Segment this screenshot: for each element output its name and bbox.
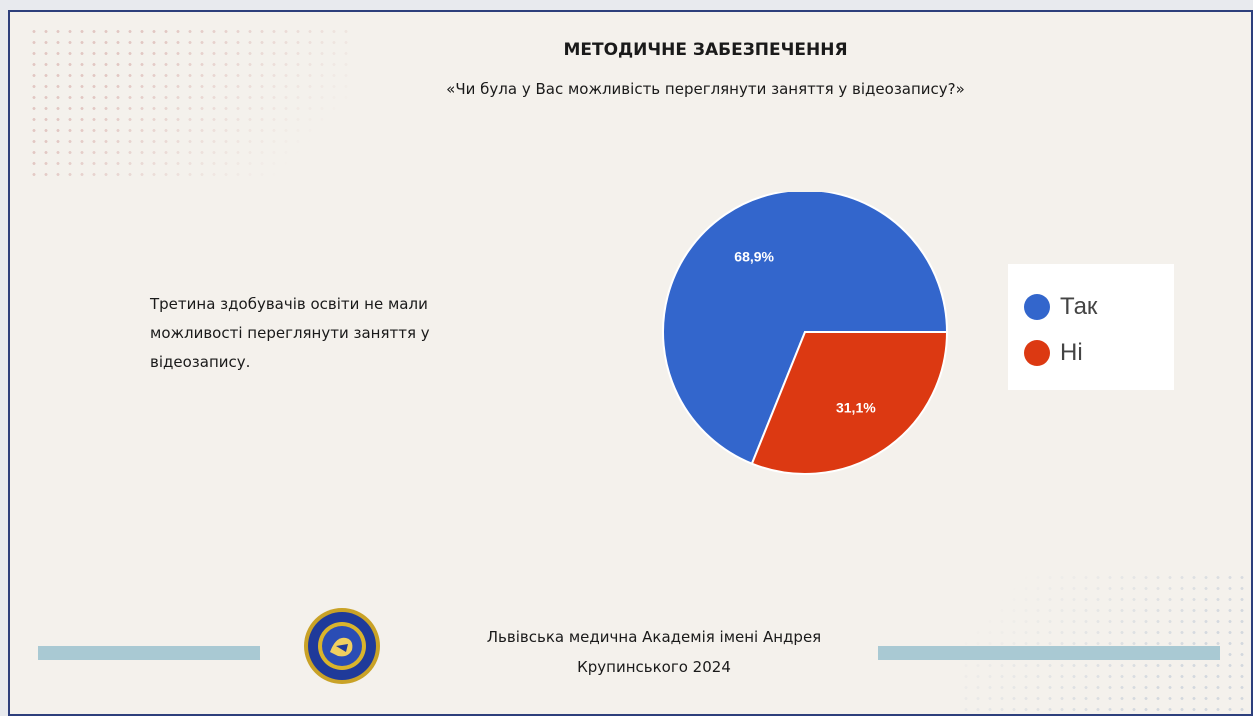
footer-line-1: Львівська медична Академія імені Андрея xyxy=(486,628,822,646)
slide-subtitle: «Чи була у Вас можливість переглянути за… xyxy=(446,80,965,98)
slide-title: МЕТОДИЧНЕ ЗАБЕЗПЕЧЕННЯ xyxy=(563,40,848,60)
pie-chart: 68,9% 31,1% xyxy=(662,192,949,475)
legend-item-ni: Ні xyxy=(1024,338,1083,368)
footer-line-2: Крупинського 2024 xyxy=(577,658,731,676)
footer-institution: Львівська медична Академія імені Андрея … xyxy=(414,622,894,682)
slide: МЕТОДИЧНЕ ЗАБЕЗПЕЧЕННЯ «Чи була у Вас мо… xyxy=(8,10,1253,716)
decorative-dots-bottom-right xyxy=(960,572,1251,714)
legend-label-ni: Ні xyxy=(1060,339,1083,366)
pie-label-tak: 68,9% xyxy=(734,249,774,265)
pie-slice-ni xyxy=(750,331,949,475)
legend-label-tak: Так xyxy=(1060,293,1098,320)
legend-marker-ni xyxy=(1024,340,1050,366)
decorative-dots-top-left xyxy=(28,26,348,176)
academy-seal-icon xyxy=(304,608,380,684)
legend-item-tak: Так xyxy=(1024,292,1097,322)
pie-label-ni: 31,1% xyxy=(836,399,876,415)
description-text: Третина здобувачів освіти не мали можлив… xyxy=(150,295,430,371)
pie-slice-tak xyxy=(662,192,949,466)
chart-legend: Так Ні xyxy=(1008,264,1174,390)
accent-bar-left xyxy=(38,646,260,660)
legend-marker-tak xyxy=(1024,294,1050,320)
accent-bar-right xyxy=(878,646,1220,660)
